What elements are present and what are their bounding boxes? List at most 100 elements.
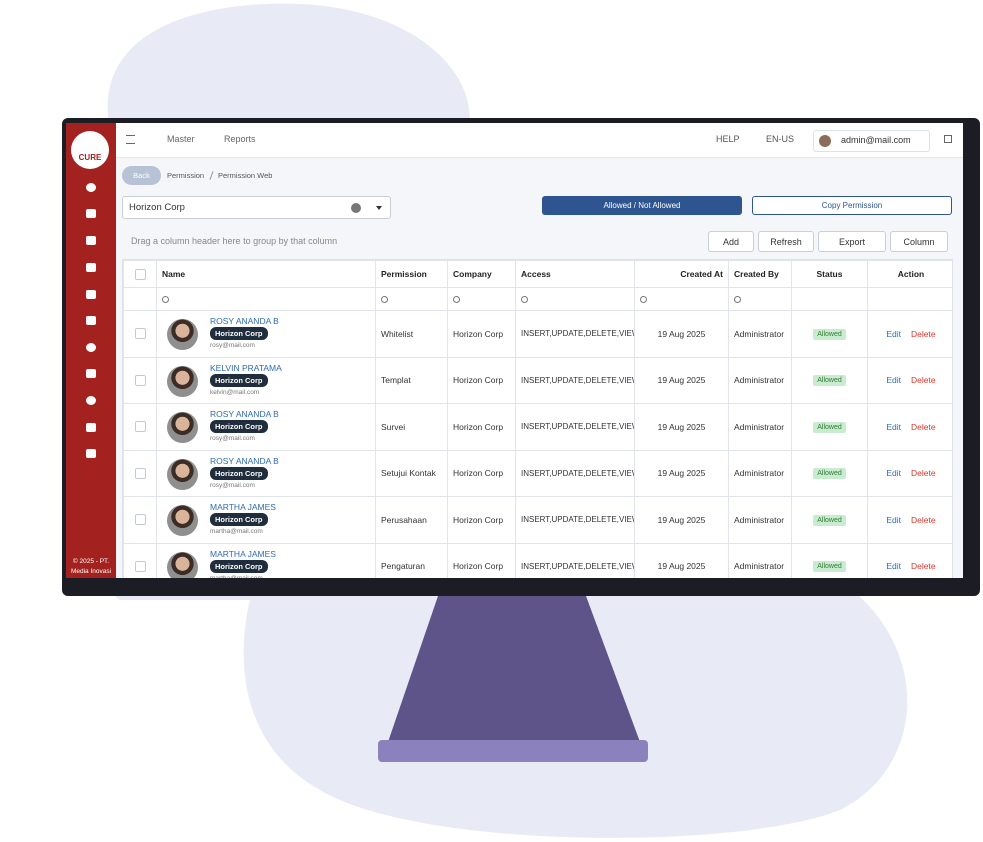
data-row: ROSY ANANDA B Horizon Corp rosy@mail.com Su… bbox=[123, 403, 952, 451]
monitor-base bbox=[378, 740, 648, 762]
nav-icon[interactable] bbox=[86, 263, 96, 272]
nav-icon[interactable] bbox=[86, 343, 96, 352]
row-select[interactable] bbox=[123, 403, 157, 451]
clear-icon[interactable] bbox=[351, 203, 361, 213]
user-name[interactable]: ROSY ANANDA B bbox=[210, 455, 279, 466]
export-button[interactable]: Export bbox=[818, 231, 886, 252]
delete-link[interactable]: Delete bbox=[911, 328, 936, 339]
button-label: Add bbox=[722, 236, 739, 247]
edit-link[interactable]: Edit bbox=[886, 514, 902, 525]
filter-cell bbox=[791, 287, 868, 311]
checkbox[interactable] bbox=[134, 421, 146, 433]
access-cell: INSERT,UPDATE,DELETE,VIEW bbox=[515, 310, 635, 358]
user-name[interactable]: MARTHA JAMES bbox=[210, 548, 276, 559]
column-button[interactable]: Column bbox=[890, 231, 948, 252]
permission-table: Name Permission Company Access Created At Cre… bbox=[123, 260, 952, 578]
created-at-cell: 19 Aug 2025 bbox=[634, 310, 729, 358]
company-select[interactable]: Horizon Corp bbox=[122, 196, 391, 219]
company-cell: Horizon Corp bbox=[447, 496, 516, 544]
menu-toggle[interactable] bbox=[126, 135, 135, 144]
created-by-cell: Administrator bbox=[728, 542, 792, 578]
column-header[interactable]: Created At bbox=[634, 260, 729, 288]
status-cell: Allowed bbox=[791, 403, 868, 451]
action-cell: Edit Delete bbox=[867, 356, 952, 404]
logo[interactable]: CURE bbox=[71, 131, 109, 169]
column-header[interactable]: Action bbox=[867, 260, 952, 288]
user-name[interactable]: KELVIN PRATAMA bbox=[210, 362, 282, 373]
avatar bbox=[167, 365, 198, 397]
user-name[interactable]: ROSY ANANDA B bbox=[210, 409, 279, 420]
add-button[interactable]: Add bbox=[708, 231, 754, 252]
allowed-toggle-button[interactable]: Allowed / Not Allowed bbox=[542, 196, 742, 215]
column-header[interactable]: Created By bbox=[728, 260, 792, 288]
column-header[interactable]: Access bbox=[515, 260, 635, 288]
edit-link[interactable]: Edit bbox=[886, 468, 902, 479]
row-select[interactable] bbox=[123, 449, 157, 497]
nav-icon[interactable] bbox=[86, 209, 96, 218]
checkbox[interactable] bbox=[134, 374, 146, 386]
delete-link[interactable]: Delete bbox=[911, 561, 936, 572]
access-cell: INSERT,UPDATE,DELETE,VIEW bbox=[515, 496, 635, 544]
company-cell: Horizon Corp bbox=[447, 356, 516, 404]
row-select[interactable] bbox=[123, 542, 157, 578]
user-name[interactable]: ROSY ANANDA B bbox=[210, 316, 279, 327]
edit-link[interactable]: Edit bbox=[886, 421, 902, 432]
company-tag-wrap: Horizon Corp bbox=[210, 373, 370, 387]
fullscreen-button[interactable] bbox=[944, 135, 952, 143]
topbar: Master Reports HELP EN-US admin@mail.com bbox=[116, 123, 963, 158]
help-link[interactable]: HELP bbox=[716, 134, 740, 144]
nav-icon[interactable] bbox=[86, 316, 96, 325]
user-menu[interactable]: admin@mail.com bbox=[813, 130, 930, 152]
column-header[interactable]: Company bbox=[447, 260, 516, 288]
company-tag-wrap: Horizon Corp bbox=[210, 466, 370, 480]
nav-master[interactable]: Master bbox=[167, 134, 195, 144]
company-tag: Horizon Corp bbox=[210, 513, 268, 527]
column-header[interactable]: Status bbox=[791, 260, 868, 288]
nav-icon[interactable] bbox=[86, 183, 96, 192]
back-button[interactable]: Back bbox=[122, 166, 161, 185]
copy-permission-button[interactable]: Copy Permission bbox=[752, 196, 952, 215]
column-header[interactable]: Name bbox=[156, 260, 376, 288]
nav-icon[interactable] bbox=[86, 236, 96, 245]
language-select[interactable]: EN-US bbox=[766, 134, 795, 144]
nav-icon[interactable] bbox=[86, 449, 96, 458]
checkbox[interactable] bbox=[134, 467, 146, 479]
delete-link[interactable]: Delete bbox=[911, 514, 936, 525]
nav-reports[interactable]: Reports bbox=[224, 134, 256, 144]
row-select[interactable] bbox=[123, 310, 157, 358]
created-by-cell: Administrator bbox=[728, 310, 792, 358]
name-cell: KELVIN PRATAMA Horizon Corp kelvin@mail.co… bbox=[156, 356, 376, 404]
checkbox[interactable] bbox=[134, 328, 146, 340]
nav-icon[interactable] bbox=[86, 396, 96, 405]
checkbox[interactable] bbox=[134, 560, 146, 572]
row-select[interactable] bbox=[123, 496, 157, 544]
action-cell: Edit Delete bbox=[867, 310, 952, 358]
access-cell: INSERT,UPDATE,DELETE,VIEW bbox=[515, 542, 635, 578]
edit-link[interactable]: Edit bbox=[886, 328, 902, 339]
row-select[interactable] bbox=[123, 356, 157, 404]
button-label: Allowed / Not Allowed bbox=[603, 201, 681, 210]
select-all[interactable] bbox=[123, 260, 157, 288]
breadcrumb-item[interactable]: Permission bbox=[167, 171, 205, 180]
checkbox[interactable] bbox=[134, 514, 146, 526]
nav-icon[interactable] bbox=[86, 290, 96, 299]
edit-link[interactable]: Edit bbox=[886, 561, 902, 572]
search-icon bbox=[453, 295, 460, 303]
nav-icon[interactable] bbox=[86, 369, 96, 378]
delete-link[interactable]: Delete bbox=[911, 375, 936, 386]
data-row: KELVIN PRATAMA Horizon Corp kelvin@mail.co… bbox=[123, 356, 952, 404]
action-cell: Edit Delete bbox=[867, 403, 952, 451]
nav-icon[interactable] bbox=[86, 423, 96, 432]
user-email: martha@mail.com bbox=[210, 573, 370, 578]
user-name[interactable]: MARTHA JAMES bbox=[210, 502, 276, 513]
company-tag: Horizon Corp bbox=[210, 466, 268, 480]
permission-cell: Survei bbox=[375, 403, 448, 451]
edit-link[interactable]: Edit bbox=[886, 375, 902, 386]
delete-link[interactable]: Delete bbox=[911, 468, 936, 479]
refresh-button[interactable]: Refresh bbox=[758, 231, 814, 252]
status-cell: Allowed bbox=[791, 496, 868, 544]
column-header[interactable]: Permission bbox=[375, 260, 448, 288]
delete-link[interactable]: Delete bbox=[911, 421, 936, 432]
